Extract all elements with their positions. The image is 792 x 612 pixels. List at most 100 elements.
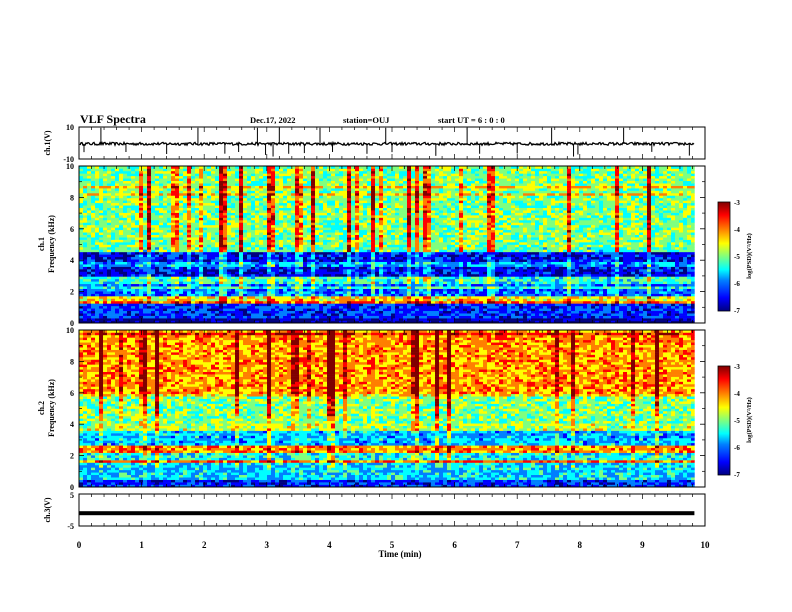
spectrogram-cell — [167, 259, 172, 262]
spectrogram-cell — [339, 261, 344, 265]
spectrogram-cell — [223, 308, 228, 312]
spectrogram-cell — [207, 310, 212, 314]
spectrogram-cell — [175, 269, 180, 272]
spectrogram-cell — [203, 261, 208, 265]
spectrogram-cell — [599, 320, 604, 324]
spectrogram-cell — [459, 249, 464, 253]
spectrogram-cell — [259, 300, 264, 304]
spectrogram-cell — [575, 259, 580, 262]
spectrogram-cell — [563, 308, 568, 312]
spectrogram-cell — [195, 249, 200, 253]
spectrogram-cell — [223, 288, 228, 292]
spectrogram-cell — [111, 303, 116, 307]
spectrogram-cell — [639, 313, 644, 316]
spectrogram-cell — [259, 288, 264, 292]
spectrogram-cell — [143, 288, 148, 292]
spectrogram-cell — [95, 308, 100, 312]
spectrogram-cell — [639, 246, 644, 250]
spectrogram-cell — [647, 246, 652, 250]
spectrogram-cell — [491, 293, 496, 297]
spectrogram-cell — [503, 256, 508, 260]
spectrogram-cell — [179, 320, 184, 324]
spectrogram-cell — [607, 320, 612, 324]
spectrogram-cell — [331, 288, 336, 292]
spectrogram-cell — [603, 291, 608, 294]
spectrogram-cell — [179, 261, 184, 265]
spectrogram-cell — [303, 308, 308, 312]
spectrogram-cell — [427, 318, 432, 321]
spectrogram-cell — [647, 249, 652, 253]
spectrogram-cell — [627, 269, 632, 272]
spectrogram-cell — [231, 286, 236, 289]
spectrogram-cell — [147, 278, 152, 282]
spectrogram-cell — [327, 315, 332, 319]
spectrogram-cell — [287, 269, 292, 272]
spectrogram-cell — [467, 313, 472, 316]
spectrogram-cell — [147, 264, 152, 267]
spectrogram-cell — [503, 246, 508, 250]
spectrogram-cell — [155, 259, 160, 262]
spectrogram-cell — [651, 286, 656, 289]
spectrogram-cell — [307, 271, 312, 275]
spectrogram-cell — [419, 256, 424, 260]
spectrogram-cell — [235, 303, 240, 307]
spectrogram-cell — [291, 261, 296, 265]
spectrogram-cell — [519, 261, 524, 265]
spectrogram-cell — [627, 261, 632, 265]
spectrogram-cell — [583, 271, 588, 275]
spectrogram-cell — [375, 251, 380, 255]
spectrogram-cell — [459, 288, 464, 292]
spectrogram-cell — [283, 276, 288, 280]
spectrogram-cell — [579, 249, 584, 253]
spectrogram-cell — [451, 261, 456, 265]
spectrogram-cell — [263, 315, 268, 319]
spectrogram-cell — [663, 278, 668, 282]
spectrogram-cell — [403, 298, 408, 302]
spectrogram-cell — [399, 251, 404, 255]
spectrogram-cell — [235, 300, 240, 304]
spectrogram-cell — [395, 313, 400, 316]
spectrogram-cell — [151, 251, 156, 255]
spectrogram-cell — [615, 266, 620, 270]
spectrogram-cell — [191, 320, 196, 324]
spectrogram-cell — [131, 264, 136, 267]
spectrogram-cell — [559, 261, 564, 265]
spectrogram-cell — [591, 261, 596, 265]
spectrogram-cell — [423, 293, 428, 297]
spectrogram-cell — [255, 249, 260, 253]
spectrogram-cell — [291, 281, 296, 285]
spectrogram-cell — [263, 310, 268, 314]
spectrogram-cell — [387, 269, 392, 272]
spectrogram-cell — [439, 291, 444, 294]
spectrogram-cell — [643, 305, 648, 309]
spectrogram-cell — [95, 313, 100, 316]
spectrogram-cell — [83, 318, 88, 321]
spectrogram-cell — [635, 318, 640, 321]
spectrogram-cell — [475, 293, 480, 297]
spectrogram-cell — [263, 246, 268, 250]
spectrogram-cell — [455, 288, 460, 292]
spectrogram-cell — [111, 271, 116, 275]
spectrogram-cell — [487, 259, 492, 262]
spectrogram-cell — [159, 251, 164, 255]
spectrogram-cell — [223, 291, 228, 294]
spectrogram-cell — [427, 271, 432, 275]
spectrogram-cell — [647, 305, 652, 309]
spectrogram-cell — [515, 273, 520, 277]
spectrogram-cell — [423, 249, 428, 253]
spectrogram-cell — [431, 300, 436, 304]
spectrogram-cell — [151, 318, 156, 321]
spectrogram-cell — [519, 320, 524, 324]
spectrogram-cell — [387, 310, 392, 314]
spectrogram-cell — [399, 278, 404, 282]
spectrogram-cell — [203, 276, 208, 280]
spectrogram-cell — [603, 310, 608, 314]
spectrogram-cell — [675, 288, 680, 292]
spectrogram-cell — [111, 254, 116, 258]
spectrogram-cell — [103, 276, 108, 280]
spectrogram-cell — [327, 300, 332, 304]
spectrogram-cell — [507, 315, 512, 319]
spectrogram-cell — [383, 296, 388, 299]
spectrogram-cell — [651, 310, 656, 314]
spectrogram-cell — [391, 281, 396, 285]
